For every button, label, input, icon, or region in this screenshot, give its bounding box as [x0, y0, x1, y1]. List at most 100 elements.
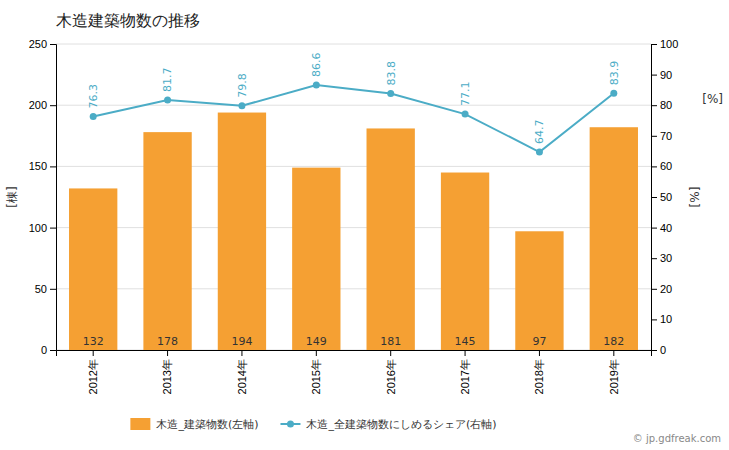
y2-tick-mark	[651, 75, 657, 76]
x-tick-mark	[390, 350, 391, 356]
line	[93, 85, 614, 152]
y-tick: 200	[29, 99, 56, 111]
bar	[292, 168, 340, 350]
y2-tick-label: 30	[660, 252, 672, 264]
point	[387, 90, 394, 97]
x-tick-mark	[316, 350, 317, 356]
point	[164, 96, 171, 103]
x-tick-label: 2016年	[385, 359, 397, 394]
y-tick-mark	[50, 166, 56, 167]
x-tick-label: 2018年	[533, 359, 545, 394]
x-axis: 2012年2013年2014年2015年2016年2017年2018年2019年	[57, 350, 652, 394]
y-axis-line	[50, 45, 57, 351]
y-tick-mark	[50, 105, 56, 106]
legend-marker	[287, 421, 294, 428]
bar	[441, 173, 489, 350]
title: 木造建築物数の推移	[56, 11, 200, 30]
y2-tick-mark	[651, 136, 657, 137]
y2-tick-label: 10	[660, 313, 672, 325]
line-label: 79.8	[236, 73, 249, 98]
y2-tick-label: 40	[660, 222, 672, 234]
y2-tick: 100	[651, 38, 678, 50]
y2-tick-mark	[651, 166, 657, 167]
line-label: 77.1	[459, 82, 472, 107]
y2-tick: 70	[651, 130, 672, 142]
y2-tick-mark	[651, 258, 657, 259]
line-label: 83.9	[608, 61, 621, 86]
y2-tick-label: 80	[660, 99, 672, 111]
point	[536, 149, 543, 156]
y2-axis-line	[652, 45, 658, 351]
y2-tick: 90	[651, 69, 672, 81]
y-tick-mark	[50, 350, 56, 351]
y-tick: 100	[29, 222, 56, 234]
y-tick-label: 0	[41, 344, 47, 356]
y2-tick: 80	[651, 99, 672, 111]
y-tick: 50	[35, 283, 56, 295]
y2-tick-mark	[651, 105, 657, 106]
y2-tick-label: 50	[660, 191, 672, 203]
legend-item: 木造_全建築物数にしめるシェア(右軸)	[280, 418, 496, 431]
point	[238, 102, 245, 109]
bar-label: 97	[532, 335, 546, 348]
chart: 2012年2013年2014年2015年2016年2017年2018年2019年…	[0, 0, 729, 450]
y-tick: 150	[29, 160, 56, 172]
y2-tick-label: 70	[660, 130, 672, 142]
y2-tick-mark	[651, 197, 657, 198]
bar	[590, 127, 638, 350]
x-tick-label: 2015年	[310, 359, 322, 394]
y2-tick-mark	[651, 44, 657, 45]
y-tick-label: 150	[29, 160, 47, 172]
bar	[218, 113, 266, 350]
line-label: 64.7	[533, 120, 546, 145]
bar-label: 149	[306, 335, 327, 348]
x-tick-label: 2014年	[236, 359, 248, 394]
watermark: © jp.gdfreak.com	[633, 433, 721, 444]
y2-tick: 0	[651, 344, 666, 356]
bars	[69, 113, 638, 350]
bar-label: 178	[157, 335, 178, 348]
y2-tick-mark	[651, 350, 657, 351]
bar-label: 182	[603, 335, 624, 348]
x-tick-mark	[465, 350, 466, 356]
y-tick-label: 250	[29, 38, 47, 50]
x-tick: 2014年	[236, 350, 248, 394]
y2-tick: 30	[651, 252, 672, 264]
y2-tick-mark	[651, 319, 657, 320]
legend-label: 木造_全建築物数にしめるシェア(右軸)	[306, 418, 496, 431]
annotation: [%]	[702, 92, 723, 106]
line-label: 86.6	[310, 53, 323, 78]
y2-tick-mark	[651, 289, 657, 290]
y-tick-mark	[50, 228, 56, 229]
legend-swatch	[130, 418, 150, 430]
bar-label: 145	[455, 335, 476, 348]
y-tick-label: 100	[29, 222, 47, 234]
x-tick: 2018年	[533, 350, 545, 394]
y2-axis: 0102030405060708090100	[651, 38, 678, 356]
bar-label: 194	[231, 335, 252, 348]
x-tick: 2019年	[608, 350, 620, 394]
x-tick: 2016年	[385, 350, 397, 394]
point	[90, 113, 97, 120]
x-tick-label: 2017年	[459, 359, 471, 394]
x-tick-mark	[93, 350, 94, 356]
point	[462, 111, 469, 118]
y2-tick-label: 0	[660, 344, 666, 356]
y2-tick: 10	[651, 313, 672, 325]
legend-label: 木造_建築物数(左軸)	[156, 418, 258, 431]
x-tick-mark	[539, 350, 540, 356]
y-axis: 0 50 100 150 200 250	[29, 38, 57, 356]
y-tick: 0	[41, 344, 56, 356]
y-tick-mark	[50, 289, 56, 290]
y2-tick-label: 90	[660, 69, 672, 81]
line-label: 83.8	[385, 61, 398, 86]
bar	[515, 231, 563, 350]
y2-tick-label: 100	[660, 38, 678, 50]
x-tick-mark	[613, 350, 614, 356]
y-axis-title: [棟]	[5, 186, 19, 207]
x-tick: 2017年	[459, 350, 471, 394]
point	[313, 82, 320, 89]
bar	[367, 128, 415, 350]
x-axis-line	[57, 351, 652, 357]
x-tick-label: 2012年	[87, 359, 99, 394]
